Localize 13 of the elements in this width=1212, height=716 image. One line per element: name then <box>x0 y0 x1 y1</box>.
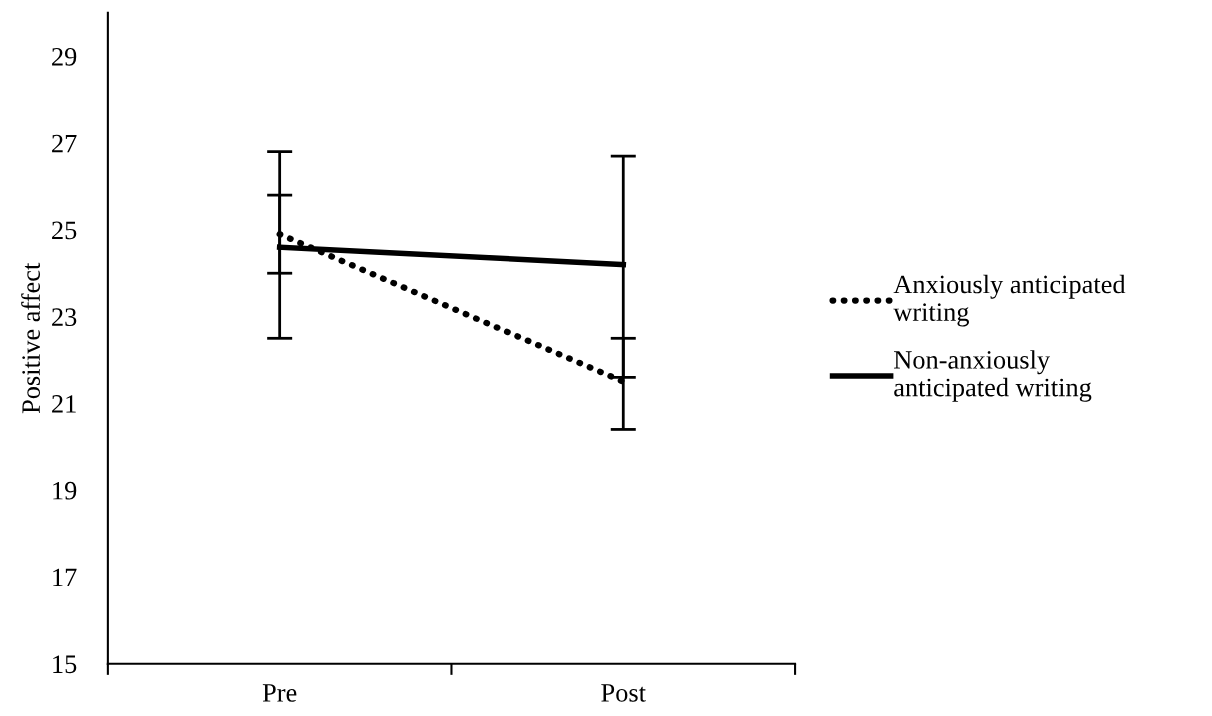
y-axis-title: Positive affect <box>21 262 41 414</box>
legend-label: Non-anxiously anticipated writing <box>894 350 1092 402</box>
y-tick-label: 17 <box>53 568 77 587</box>
y-tick-label: 21 <box>52 395 76 413</box>
y-tick-label: 15 <box>53 655 77 674</box>
y-tick-label: 29 <box>52 47 77 66</box>
y-tick-label: 27 <box>52 134 77 153</box>
y-tick-label: 19 <box>53 481 77 500</box>
x-tick-label: Pre <box>262 684 297 702</box>
y-tick-label: 23 <box>52 308 77 327</box>
y-tick-label: 25 <box>52 221 77 240</box>
legend-label: Anxiously anticipated writing <box>893 274 1126 327</box>
x-tick-label: Post <box>601 684 646 702</box>
